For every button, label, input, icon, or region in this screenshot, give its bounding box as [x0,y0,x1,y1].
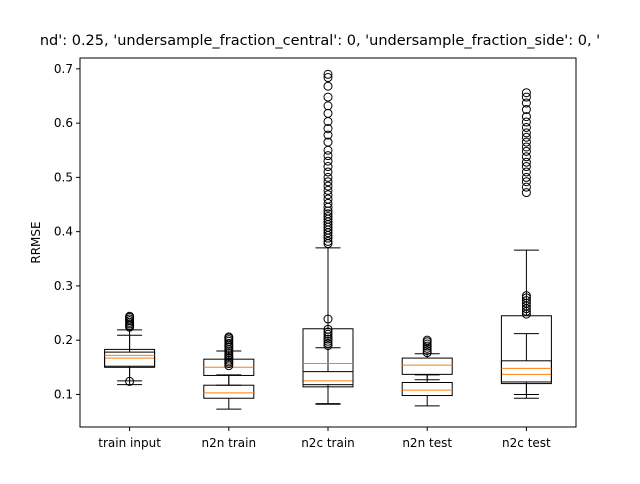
outlier-point [323,194,333,204]
outlier-point [323,181,333,191]
outlier-point [521,172,531,182]
outlier-point [521,296,531,306]
iqr-box [203,384,255,399]
outlier-point [521,167,531,177]
outlier-point [323,177,333,187]
outlier-point [323,145,333,155]
box-group [500,88,552,395]
outlier-point [323,167,333,177]
outlier-point [422,345,432,355]
chart-title: nd': 0.25, 'undersample_fraction_central… [39,33,601,49]
box-group [401,335,453,381]
x-tick-label: n2n train [202,436,257,450]
outlier-point [323,336,333,346]
outlier-point [323,101,333,111]
outlier-point [323,329,333,339]
outlier-point [125,311,135,321]
outlier-point [422,341,432,351]
x-tick-label: train input [98,436,161,450]
y-tick-label: 0.6 [54,116,73,130]
outlier-point [521,117,531,127]
outlier-point [521,188,531,198]
outlier-point [521,293,531,303]
outlier-point [323,69,333,79]
outlier-point [323,137,333,147]
y-tick-label: 0.1 [54,387,73,401]
outlier-point [521,152,531,162]
x-tick-label: n2c train [301,436,355,450]
outlier-point [323,156,333,166]
outlier-point [521,291,531,301]
outlier-point [521,182,531,192]
outlier-point [521,137,531,147]
outlier-point [422,348,432,358]
outlier-point [521,105,531,115]
outlier-point [323,92,333,102]
outlier-point [521,92,531,102]
outlier-point [521,142,531,152]
y-tick-label: 0.5 [54,170,73,184]
box-group [302,69,354,405]
x-tick-label: n2n test [402,436,452,450]
outlier-point [521,98,531,108]
outlier-point [323,198,333,208]
outlier-point [224,338,234,348]
box-group [104,334,156,382]
outlier-point [521,162,531,172]
outlier-point [521,177,531,187]
outlier-point [323,81,333,91]
outlier-point [422,335,432,345]
outlier-point [521,128,531,138]
outlier-point [521,88,531,98]
outlier-point [521,132,531,142]
iqr-box [401,357,453,375]
outlier-point [323,108,333,118]
outlier-point [323,334,333,344]
iqr-box [104,351,156,367]
y-tick-label: 0.2 [54,333,73,347]
outlier-point [323,211,333,221]
outlier-point [323,151,333,161]
outlier-point [521,146,531,156]
outlier-point [521,112,531,122]
iqr-box [500,360,552,385]
outlier-point [323,236,333,246]
outlier-point [521,122,531,132]
x-tick-label: n2c test [502,436,551,450]
outlier-point [323,341,333,351]
outlier-point [323,73,333,83]
y-tick-label: 0.4 [54,225,73,239]
outlier-point [323,172,333,182]
outlier-point [323,209,333,219]
box-group [203,332,255,386]
outlier-point [422,339,432,349]
outlier-point [323,190,333,200]
iqr-box [302,328,354,386]
y-tick-label: 0.3 [54,279,73,293]
outlier-point [521,157,531,167]
outlier-point [323,185,333,195]
y-tick-label: 0.7 [54,62,73,76]
outlier-point [323,162,333,172]
outlier-point [323,338,333,348]
outlier-point [323,124,333,134]
outlier-point [323,130,333,140]
iqr-box [401,382,453,397]
outlier-point [224,332,234,342]
y-axis-label: RRMSE [29,221,43,263]
